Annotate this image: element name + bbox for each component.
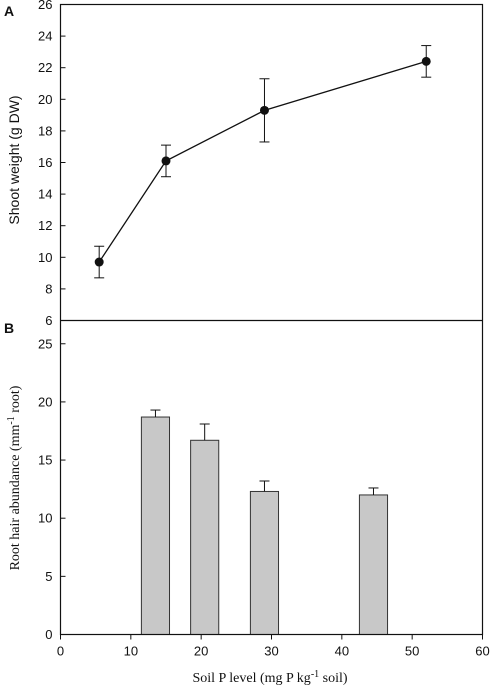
panel-b-letter: B [4,320,14,336]
x-tick-label: 10 [124,644,138,659]
panel-b-y-tick-label: 0 [45,627,52,642]
panel-a-data-point [259,105,269,115]
x-axis-title-main: Soil P level (mg P kg [192,671,310,686]
panel-a-y-tick-label: 20 [38,92,52,107]
x-axis-title-tail: soil) [319,671,348,686]
panel-b-bars [140,416,389,636]
panel-b-y-axis-title-tail: root) [8,385,23,416]
panel-b-y-tick-label: 15 [38,453,52,468]
x-tick-label: 30 [264,644,278,659]
panel-a-y-tick-label: 24 [38,29,52,44]
panel-b-x-ticks: 0 10 20 30 40 50 60 [57,634,490,659]
panel-b-bar [190,439,220,635]
panel-a-y-tick-label: 14 [38,187,52,202]
panel-b-y-axis-title-sup: -1 [6,416,17,424]
x-tick-label: 60 [475,644,489,659]
plot-border [59,3,484,636]
panel-b-y-tick-label: 5 [45,569,52,584]
panel-a-y-ticks: 6 8 10 12 14 16 18 20 22 24 26 [38,0,66,328]
panel-a-y-axis-title: Shoot weight (g DW) [6,95,22,224]
panel-b-y-tick-label: 20 [38,394,52,409]
panel-a-y-tick-label: 12 [38,218,52,233]
panel-b-bar [249,490,280,636]
panel-a-y-tick-label: 6 [45,313,52,328]
panel-b-y-axis-title: Root hair abundance (mm-1 root) [6,385,23,570]
panel-a-data-point [421,56,431,66]
panel-a-error-bars [94,45,432,279]
x-tick-label: 40 [335,644,349,659]
panel-a-points [94,56,431,267]
panel-b-bar [140,416,171,636]
panel-a-y-tick-label: 16 [38,155,52,170]
panel-a-y-tick-label: 22 [38,60,52,75]
panel-a: A 6 8 10 12 14 16 18 20 22 24 26 Shoot weight (g D… [4,0,432,328]
panel-b-y-axis-title-main: Root hair abundance (mm [8,425,23,571]
panel-a-y-tick-label: 26 [38,0,52,12]
x-axis-title-sup: -1 [311,669,319,680]
plot-frame [59,3,484,636]
panel-a-series-line [98,60,427,263]
panel-a-letter: A [4,3,14,19]
panel-b-error-bars [150,409,379,495]
panel-b: B 0 5 10 15 20 25 0 10 20 30 40 50 60 Root hair abu… [4,320,490,686]
x-axis-title: Soil P level (mg P kg-1 soil) [192,669,347,686]
panel-b-y-ticks: 0 5 10 15 20 25 [38,336,66,642]
x-tick-label: 20 [194,644,208,659]
x-tick-label: 0 [57,644,64,659]
panel-b-y-tick-label: 10 [38,511,52,526]
panel-a-data-point [94,257,104,267]
panel-a-data-point [161,156,171,166]
x-tick-label: 50 [405,644,419,659]
panel-b-y-tick-label: 25 [38,336,52,351]
panel-a-y-tick-label: 18 [38,123,52,138]
panel-b-bar [358,494,389,636]
panel-a-y-tick-label: 10 [38,250,52,265]
panel-a-y-tick-label: 8 [45,281,52,296]
